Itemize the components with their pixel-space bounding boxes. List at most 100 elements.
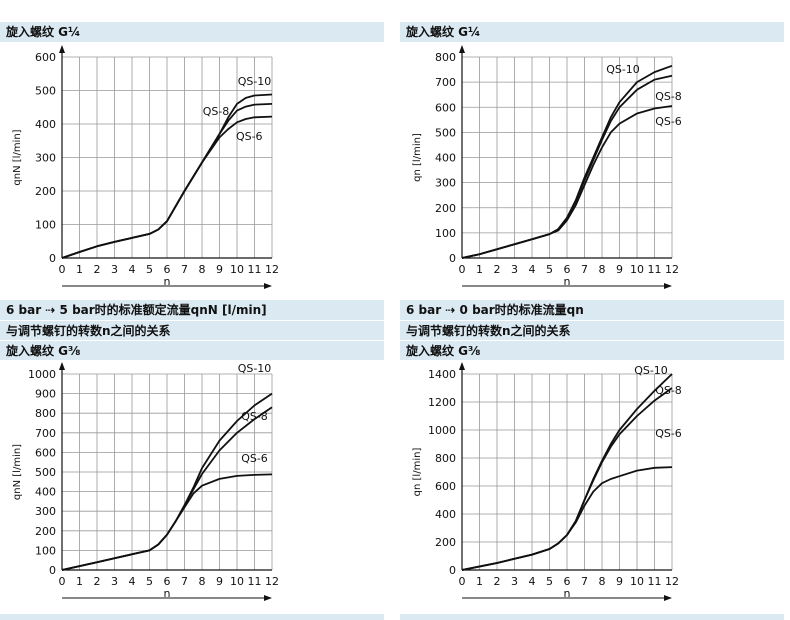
x-tick-label: 12 [265,263,279,276]
y-tick-label: 500 [35,466,56,479]
x-tick-label: 1 [76,263,83,276]
x-tick-label: 6 [164,263,171,276]
y-axis-arrow-icon [59,45,65,53]
x-tick-label: 0 [59,263,66,276]
y-tick-label: 0 [449,564,456,577]
x-tick-label: 6 [564,263,571,276]
x-tick-label: 5 [546,575,553,588]
x-tick-label: 5 [146,263,153,276]
y-tick-label: 200 [435,536,456,549]
series-label-qs-8: QS-8 [655,384,682,397]
y-tick-label: 300 [35,152,56,165]
series-label-qs-8: QS-8 [203,105,230,118]
y-tick-label: 600 [35,51,56,64]
series-line-qs-6 [461,466,673,571]
y-tick-label: 1200 [428,396,456,409]
y-axis-label: qnN [l/min] [12,129,23,185]
x-tick-label: 7 [181,263,188,276]
series-label-qs-6: QS-6 [241,452,268,465]
x-tick-label: 7 [581,263,588,276]
y-tick-label: 700 [35,427,56,440]
y-tick-label: 600 [35,446,56,459]
x-tick-label: 8 [199,575,206,588]
panel-bottom-left: 6 bar ⇢ 5 bar时的标准额定流量qnN [l/min] 与调节螺钉的转… [0,300,384,601]
y-axis-label: qnN [l/min] [12,444,23,500]
y-tick-label: 0 [49,564,56,577]
arrow-right-icon [264,283,272,289]
x-tick-label: 8 [199,263,206,276]
y-tick-label: 400 [35,486,56,499]
series-line-qs-6 [61,473,273,571]
series-label-qs-8: QS-8 [655,90,682,103]
y-tick-label: 400 [435,508,456,521]
x-tick-label: 12 [665,575,679,588]
x-tick-label: 6 [564,575,571,588]
panel-top-left: 旋入螺纹 G¼ 0 100 200 300 400 500 600 0 1 2 3 4 5 6 7 8 9 10 1… [0,18,384,290]
x-tick-label: 4 [129,575,136,588]
x-tick-label: 7 [581,575,588,588]
series-line-qs-6 [61,115,273,259]
y-tick-label: 200 [35,185,56,198]
x-tick-label: 10 [230,575,244,588]
x-tick-label: 4 [529,575,536,588]
series-line-qs-6 [461,105,673,259]
y-tick-label: 700 [435,76,456,89]
x-tick-label: 9 [616,263,623,276]
y-axis-arrow-icon [459,45,465,53]
x-tick-label: 0 [59,575,66,588]
y-tick-label: 800 [35,407,56,420]
x-tick-label: 9 [616,575,623,588]
x-tick-label: 2 [494,263,501,276]
x-tick-label: 1 [476,263,483,276]
series-label-qs-8: QS-8 [241,410,268,423]
x-tick-label: 10 [630,263,644,276]
y-tick-label: 500 [35,85,56,98]
y-tick-label: 600 [435,101,456,114]
y-tick-label: 1000 [28,368,56,381]
x-tick-label: 1 [476,575,483,588]
x-tick-label: 8 [599,263,606,276]
x-tick-label: 10 [630,575,644,588]
y-tick-label: 300 [35,505,56,518]
series-label-qs-10: QS-10 [634,364,668,377]
x-tick-label: 4 [129,263,136,276]
x-tick-label: 10 [230,263,244,276]
x-tick-label: 6 [164,575,171,588]
heading-line-1: 6 bar ⇢ 0 bar时的标准流量qn [400,300,784,320]
series-label-qs-6: QS-6 [655,427,682,440]
x-tick-label: 3 [511,575,518,588]
y-tick-label: 100 [35,219,56,232]
next-section-header-left [0,614,384,620]
x-tick-label: 8 [599,575,606,588]
x-tick-label: 12 [665,263,679,276]
x-tick-label: 11 [248,575,262,588]
heading-line-2: 与调节螺钉的转数n之间的关系 [0,320,384,340]
x-tick-label: 0 [459,575,466,588]
x-tick-label: 9 [216,263,223,276]
y-tick-label: 0 [449,252,456,265]
x-tick-label: 2 [94,263,101,276]
y-tick-label: 100 [35,544,56,557]
y-tick-label: 0 [49,252,56,265]
x-tick-label: 5 [146,575,153,588]
x-tick-label: 5 [546,263,553,276]
heading-line-2: 与调节螺钉的转数n之间的关系 [400,320,784,340]
series-label-qs-6: QS-6 [655,115,682,128]
y-tick-label: 100 [435,227,456,240]
series-label-qs-10: QS-10 [238,362,272,375]
y-tick-label: 400 [435,152,456,165]
y-tick-label: 200 [435,202,456,215]
x-tick-label: 12 [265,575,279,588]
x-tick-label: 1 [76,575,83,588]
x-tick-label: 9 [216,575,223,588]
arrow-right-icon [264,595,272,601]
x-tick-label: 2 [94,575,101,588]
series-label-qs-10: QS-10 [238,75,272,88]
y-tick-label: 1400 [428,368,456,381]
x-tick-label: 11 [648,263,662,276]
y-tick-label: 300 [435,177,456,190]
series-label-qs-6: QS-6 [236,130,263,143]
